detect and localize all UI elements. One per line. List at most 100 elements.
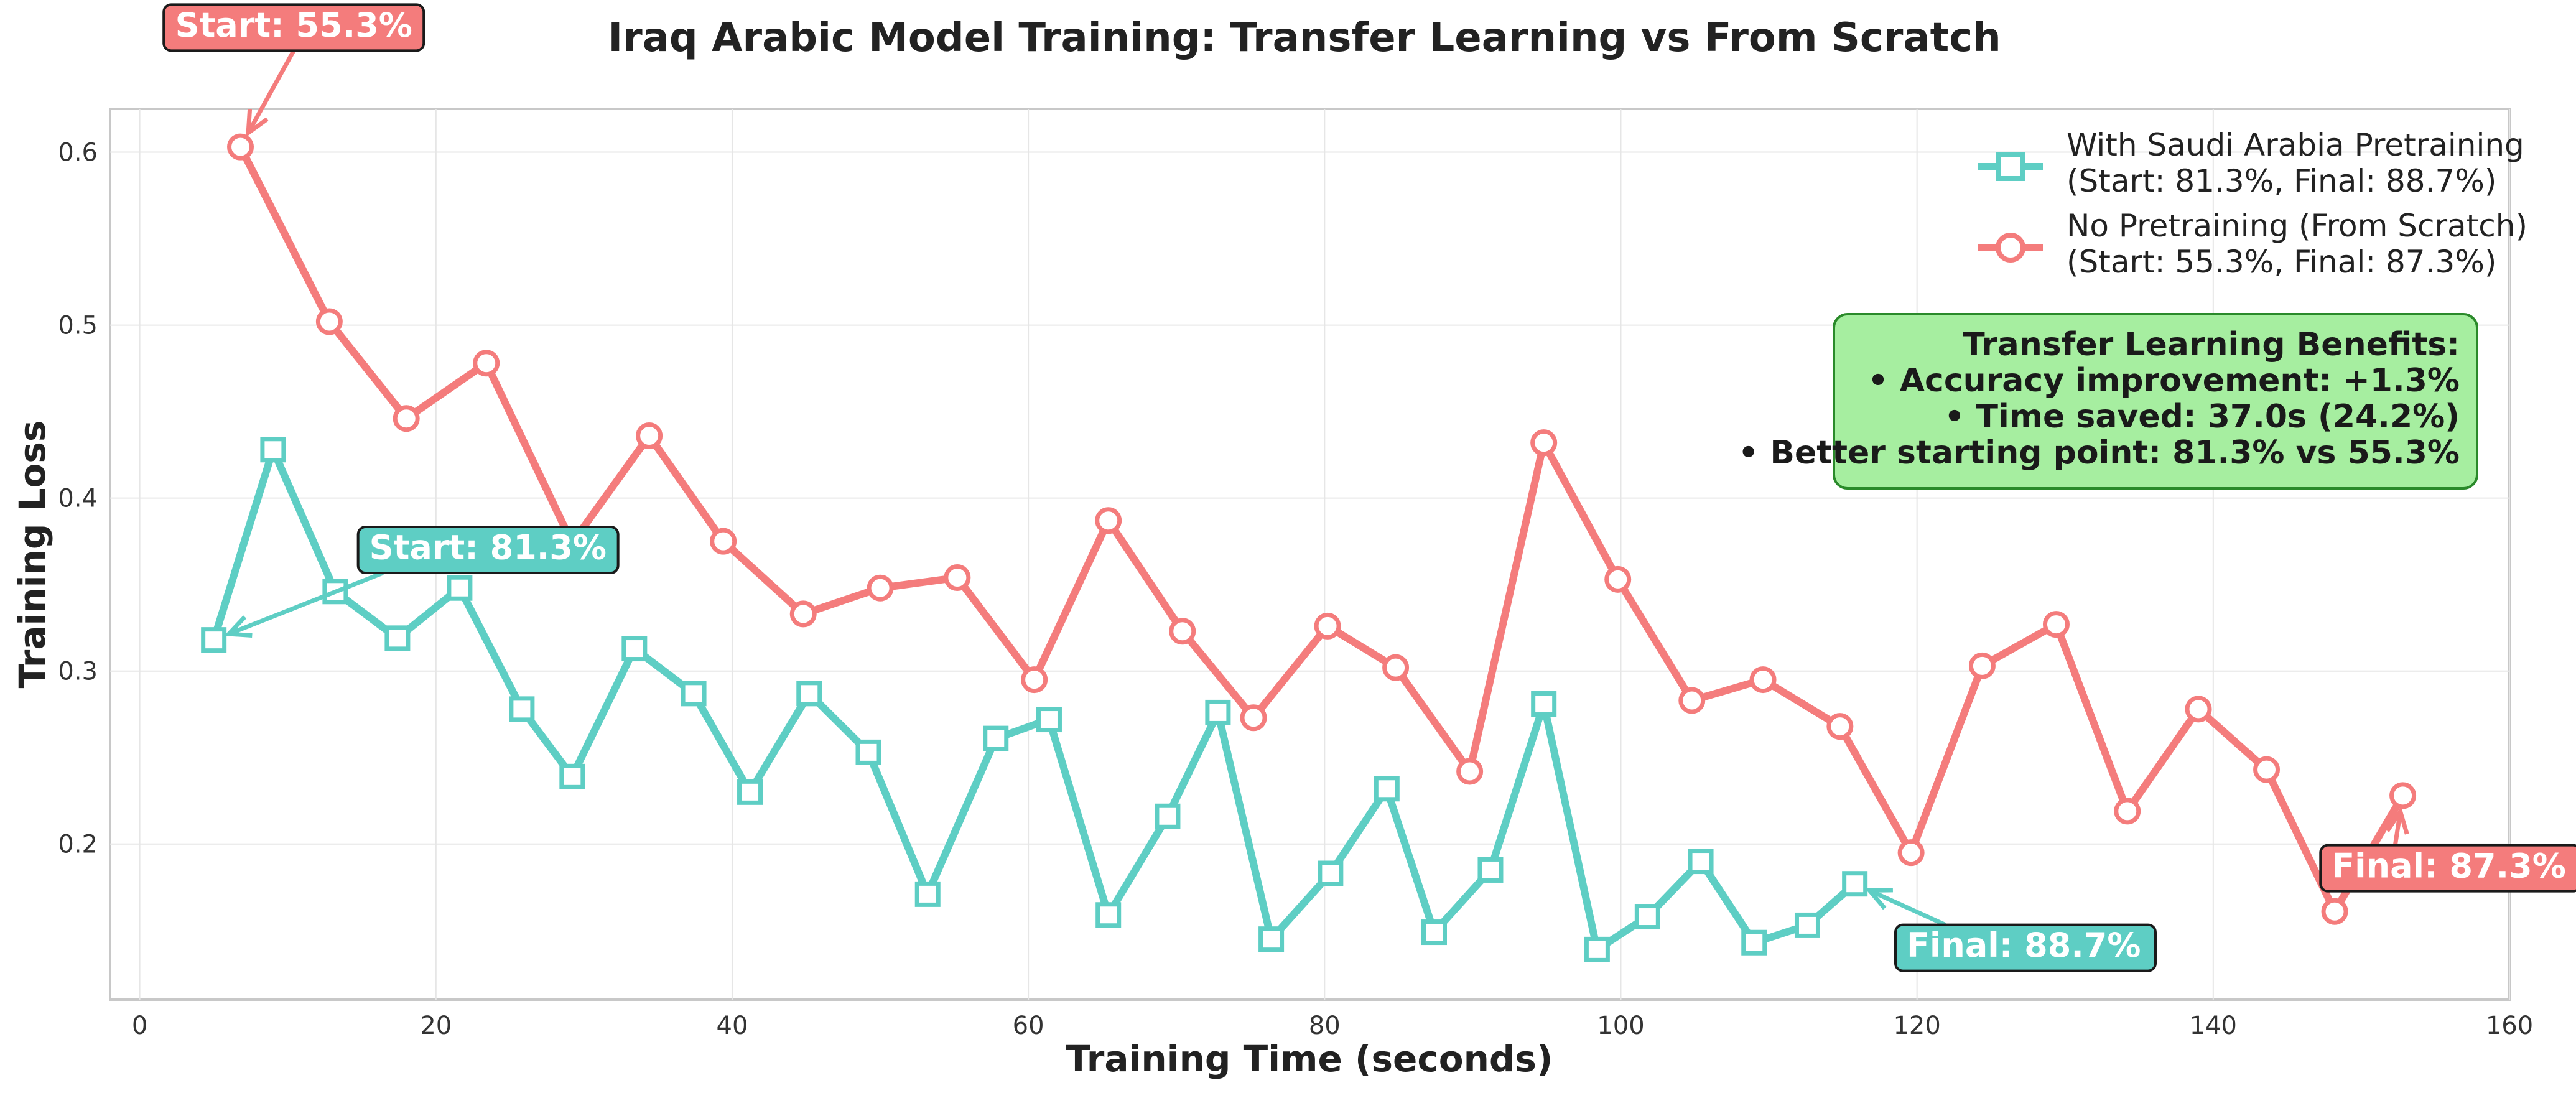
benefits-box-line-time: • Time saved: 37.0s (24.2%) [1944,398,2460,435]
annotation-arrow-scratch_final [2392,811,2403,846]
annotation-arrowhead-transfer_start [224,615,253,638]
data-point-scratch [1749,666,1777,694]
data-point-scratch [1169,618,1196,645]
data-point-transfer [1794,912,1820,938]
legend: With Saudi Arabia Pretraining (Start: 81… [1978,127,2527,280]
benefits-box-line-start: • Better starting point: 81.3% vs 55.3% [1738,434,2460,472]
series-scratch [227,133,2417,925]
data-point-transfer [1318,860,1344,886]
data-point-transfer [1095,902,1122,928]
data-point-scratch [1604,565,1632,593]
y-tick-label: 0.4 [58,485,98,513]
x-tick-label: 160 [2486,1012,2533,1040]
x-tick-label: 20 [420,1012,452,1040]
data-point-transfer [1584,936,1610,962]
data-point-transfer [1258,926,1285,952]
data-point-transfer [1036,707,1062,733]
data-point-scratch [2253,756,2281,783]
data-point-transfer [260,437,286,463]
data-point-scratch [1095,507,1122,534]
data-point-scratch [944,564,971,592]
y-tick-label: 0.6 [58,139,98,167]
series-line-scratch [236,143,2407,916]
annotation-scratch_start: Start: 55.3% [162,3,425,137]
data-point-scratch [1678,687,1706,714]
y-axis-title: Training Loss [11,421,53,689]
x-tick-label: 60 [1013,1012,1044,1040]
legend-detail-scratch: (Start: 55.3%, Final: 87.3%) [2067,244,2496,280]
y-tick-label: 0.3 [58,658,98,686]
data-point-scratch [2114,798,2141,825]
data-point-scratch [636,422,663,450]
data-point-scratch [393,405,420,432]
x-tick-label: 120 [1893,1012,1940,1040]
data-point-transfer [681,681,707,707]
data-point-transfer [737,779,763,805]
annotation-box-transfer_start [356,526,620,575]
data-point-scratch [227,133,254,161]
annotation-label-transfer_final: Final: 88.7% [1907,926,2141,965]
annotation-label-scratch_start: Start: 55.3% [175,6,412,45]
data-point-transfer [1531,691,1557,717]
x-tick-label: 100 [1597,1012,1644,1040]
annotation-label-transfer_start: Start: 81.3% [370,528,607,567]
annotation-scratch_final: Final: 87.3% [2319,806,2576,893]
data-point-scratch [2185,696,2212,723]
data-point-transfer [796,681,822,707]
plot-area: 0 20 40 60 80 100 120 140 160 0.2 0.3 0.4 0.5 0.6 St… [58,3,2576,1040]
data-point-transfer [201,627,227,653]
data-point-scratch [473,350,500,377]
data-point-transfer [1842,871,1868,897]
data-point-scratch [710,528,737,555]
annotation-transfer_final: Final: 88.7% [1864,888,2157,972]
data-point-transfer [1634,904,1660,930]
annotation-arrowhead-transfer_final [1864,888,1893,910]
data-point-transfer [914,881,941,907]
benefits-box: Transfer Learning Benefits: • Accuracy i… [1738,313,2478,490]
data-point-transfer [559,763,585,789]
annotation-transfer_start: Start: 81.3% [224,526,620,638]
x-axis-title: Training Time (seconds) [1066,1038,1553,1080]
data-point-transfer [1421,919,1447,946]
y-axis-ticks: 0.2 0.3 0.4 0.5 0.6 [58,139,98,859]
annotation-box-scratch_final [2319,844,2576,893]
benefits-box-line-accuracy: • Accuracy improvement: +1.3% [1867,362,2460,399]
data-point-scratch [315,308,343,335]
data-point-transfer [1374,776,1400,802]
x-tick-label: 80 [1309,1012,1341,1040]
data-point-scratch [1314,612,1341,640]
legend-detail-transfer: (Start: 81.3%, Final: 88.7%) [2067,163,2496,199]
data-point-scratch [2042,611,2070,638]
annotation-arrow-transfer_final [1868,888,1946,927]
data-point-transfer [1741,929,1767,956]
annotation-layer: Start: 55.3% Start: 81.3% Final: 88.7% Fina… [162,3,2576,972]
legend-label-transfer: With Saudi Arabia Pretraining [2067,127,2524,163]
annotation-arrow-scratch_start [246,49,296,134]
legend-marker-scratch [1996,233,2025,263]
benefits-box-background [1833,313,2478,490]
data-point-transfer [983,725,1009,751]
data-point-scratch [1382,654,1410,681]
data-point-transfer [1155,803,1181,829]
data-point-scratch [1530,429,1558,457]
data-point-scratch [867,574,894,602]
legend-marker-transfer [1996,152,2025,181]
x-axis-ticks: 0 20 40 60 80 100 120 140 160 [132,1012,2533,1040]
data-point-transfer [855,739,881,765]
annotation-arrow-transfer_start [228,570,384,636]
data-point-scratch [1240,704,1267,732]
annotation-box-transfer_final [1894,923,2157,972]
chart-title: Iraq Arabic Model Training: Transfer Lea… [608,15,2001,61]
annotation-arrowhead-scratch_final [2385,806,2409,835]
data-point-transfer [1477,857,1504,883]
x-tick-label: 0 [132,1012,147,1040]
data-point-scratch [789,600,817,628]
x-tick-label: 140 [2190,1012,2237,1040]
x-tick-label: 40 [717,1012,748,1040]
data-point-scratch [1968,652,1996,679]
data-point-transfer [1205,699,1231,725]
data-point-scratch [1456,758,1484,785]
benefits-box-title: Transfer Learning Benefits: [1963,326,2460,363]
y-tick-label: 0.5 [58,312,98,340]
